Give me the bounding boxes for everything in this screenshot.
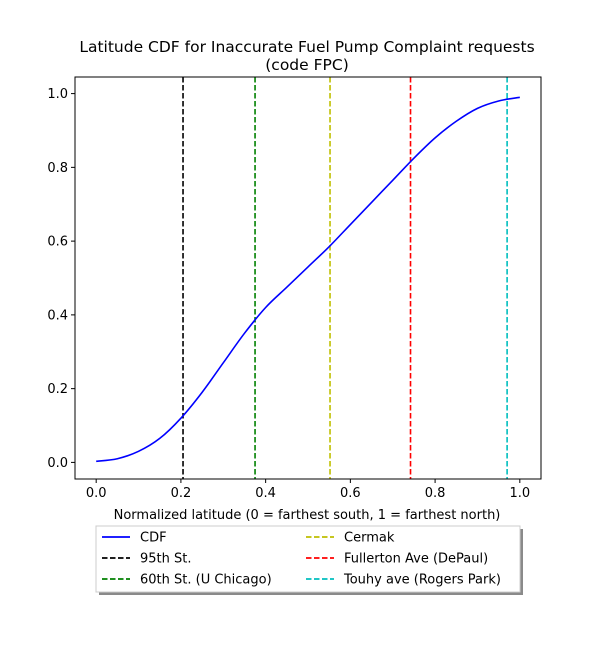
x-tick-label: 0.4 (255, 486, 276, 501)
y-tick-label: 1.0 (47, 87, 68, 102)
legend-label-touhy-ave-rogers-park: Touhy ave (Rogers Park) (343, 573, 501, 588)
y-tick-label: 0.8 (47, 161, 68, 176)
legend-label-95th-st: 95th St. (140, 552, 192, 567)
x-axis-label: Normalized latitude (0 = farthest south,… (114, 508, 501, 523)
y-tick-label: 0.2 (47, 382, 68, 397)
chart-title-line-1: Latitude CDF for Inaccurate Fuel Pump Co… (79, 38, 534, 56)
series-line-cdf (96, 96, 520, 463)
chart-title-line-2: (code FPC) (265, 56, 349, 74)
legend-label-cdf: CDF (140, 531, 167, 546)
x-tick-label: 0.0 (86, 486, 107, 501)
legend-label-60th-st-u-chicago: 60th St. (U Chicago) (140, 573, 272, 588)
x-tick-label: 0.2 (171, 486, 192, 501)
plot-area: 0.0 0.2 0.4 0.6 0.8 1.0 0.0 0.2 0.4 0.6 0.8 1.0 (47, 76, 542, 501)
legend-label-fullerton-ave-depaul: Fullerton Ave (DePaul) (344, 552, 488, 567)
x-tick-label: 1.0 (509, 486, 530, 501)
x-tick-label: 0.6 (340, 486, 361, 501)
y-tick-label: 0.6 (47, 235, 68, 250)
axes-frame (74, 76, 542, 480)
legend: CDF 95th St. 60th St. (U Chicago) Cermak Ful… (95, 525, 523, 595)
x-tick-label: 0.8 (425, 486, 446, 501)
y-tick-label: 0.4 (47, 308, 68, 323)
y-tick-label: 0.0 (47, 456, 68, 471)
legend-label-cermak: Cermak (344, 531, 395, 546)
